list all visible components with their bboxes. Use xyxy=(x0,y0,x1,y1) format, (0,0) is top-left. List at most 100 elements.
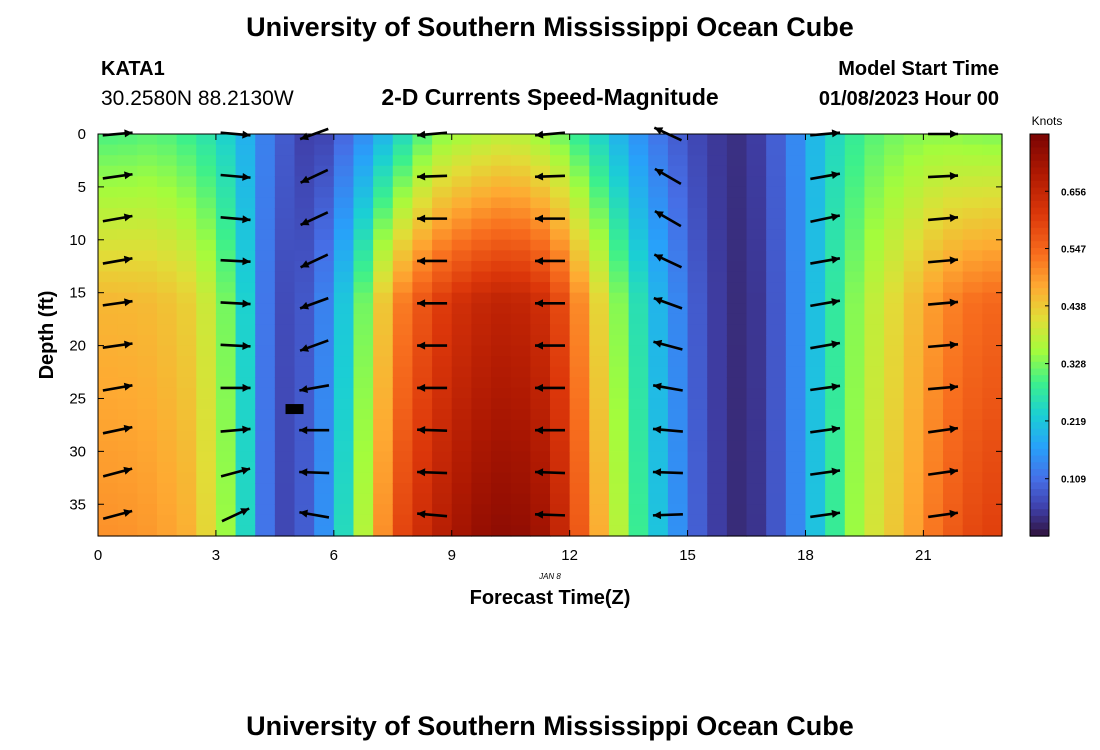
heatmap-cell xyxy=(491,165,512,177)
heatmap-cell xyxy=(648,303,669,315)
heatmap-cell xyxy=(255,208,276,220)
heatmap-cell xyxy=(982,514,1003,527)
heatmap-cell xyxy=(903,176,924,188)
heatmap-cell xyxy=(903,483,924,495)
heatmap-cell xyxy=(353,451,374,463)
heatmap-cell xyxy=(314,144,335,156)
heatmap-cell xyxy=(707,440,728,452)
heatmap-cell xyxy=(825,144,846,156)
heatmap-cell xyxy=(962,451,983,463)
heatmap-cell xyxy=(667,504,689,516)
heatmap-cell xyxy=(176,483,197,495)
heatmap-cell xyxy=(825,134,846,146)
heatmap-cell xyxy=(923,144,944,156)
heatmap-cell xyxy=(962,134,983,146)
heatmap-cell xyxy=(451,356,472,368)
heatmap-cell xyxy=(98,345,119,357)
arrow-head xyxy=(417,425,426,434)
heatmap-cell xyxy=(235,229,256,241)
heatmap-cell xyxy=(117,451,138,463)
heatmap-cell xyxy=(412,271,433,283)
heatmap-cell xyxy=(648,451,669,463)
heatmap-cell xyxy=(137,440,158,452)
heatmap-cell xyxy=(884,345,905,357)
heatmap-cell xyxy=(392,292,414,304)
heatmap-cell xyxy=(667,155,689,167)
current-arrow xyxy=(220,172,251,181)
heatmap-cell xyxy=(235,292,256,304)
heatmap-cell xyxy=(687,377,708,389)
heatmap-cell xyxy=(608,218,630,230)
heatmap-cell xyxy=(589,525,610,537)
heatmap-cell xyxy=(373,514,394,527)
heatmap-cell xyxy=(923,250,944,262)
heatmap-cell xyxy=(746,345,767,357)
heatmap-cell xyxy=(707,144,728,156)
heatmap-cell xyxy=(196,472,217,484)
heatmap-cell xyxy=(687,356,708,368)
heatmap-cell xyxy=(746,144,767,156)
heatmap-cell xyxy=(943,366,964,378)
heatmap-cell xyxy=(98,197,119,209)
heatmap-cell xyxy=(491,282,512,294)
colorbar-swatch xyxy=(1030,368,1049,376)
heatmap-cell xyxy=(491,250,512,262)
heatmap-cell xyxy=(176,493,197,505)
heatmap-cell xyxy=(530,409,551,421)
heatmap-cell xyxy=(884,430,905,442)
heatmap-cell xyxy=(215,451,237,463)
heatmap-cell xyxy=(176,409,197,421)
current-arrow xyxy=(535,341,565,350)
arrow-head xyxy=(299,468,308,477)
heatmap-cell xyxy=(530,525,551,537)
heatmap-cell xyxy=(333,144,355,156)
heatmap-cell xyxy=(530,176,551,188)
heatmap-cell xyxy=(687,493,708,505)
heatmap-cell xyxy=(943,303,964,315)
heatmap-cell xyxy=(137,398,158,410)
heatmap-cell xyxy=(962,303,983,315)
heatmap-cell xyxy=(294,366,315,378)
heatmap-cell xyxy=(156,345,178,357)
heatmap-cell xyxy=(235,345,256,357)
heatmap-cell xyxy=(510,419,531,431)
arrow-head xyxy=(654,168,664,177)
heatmap-cell xyxy=(432,292,453,304)
heatmap-cell xyxy=(589,472,610,484)
heatmap-cell xyxy=(392,303,414,315)
heatmap-cell xyxy=(550,134,571,146)
heatmap-cell xyxy=(903,514,924,527)
arrow-head xyxy=(242,257,251,266)
heatmap-cell xyxy=(923,239,944,251)
heatmap-cell xyxy=(903,239,924,251)
heatmap-cell xyxy=(825,186,846,199)
heatmap-cell xyxy=(766,335,787,347)
current-arrow xyxy=(927,256,959,265)
x-axis: 0 3 6 9 12 15 18 21 xyxy=(94,134,932,564)
heatmap-cell xyxy=(176,186,197,199)
heatmap-cell xyxy=(864,504,885,516)
heatmap-cell xyxy=(294,387,315,400)
heatmap-cell xyxy=(274,208,296,220)
heatmap-cell xyxy=(608,176,630,188)
heatmap-cell xyxy=(746,461,767,474)
heatmap-cell xyxy=(412,186,433,199)
heatmap-cell xyxy=(117,250,138,262)
colorbar-swatch xyxy=(1030,134,1049,142)
heatmap-cell xyxy=(530,260,551,273)
heatmap-cell xyxy=(746,493,767,505)
heatmap-cell xyxy=(274,335,296,347)
heatmap-cell xyxy=(569,409,590,421)
heatmap-cell xyxy=(982,165,1003,177)
heatmap-cell xyxy=(117,366,138,378)
heatmap-cell xyxy=(844,282,866,294)
heatmap-cell xyxy=(903,440,924,452)
heatmap-cell xyxy=(766,419,787,431)
heatmap-cell xyxy=(451,387,472,400)
heatmap-cell xyxy=(98,282,119,294)
heatmap-cell xyxy=(785,313,807,326)
heatmap-cell xyxy=(884,271,905,283)
colorbar-swatch xyxy=(1030,321,1049,329)
heatmap-cell xyxy=(156,197,178,209)
heatmap-cell xyxy=(766,239,787,251)
